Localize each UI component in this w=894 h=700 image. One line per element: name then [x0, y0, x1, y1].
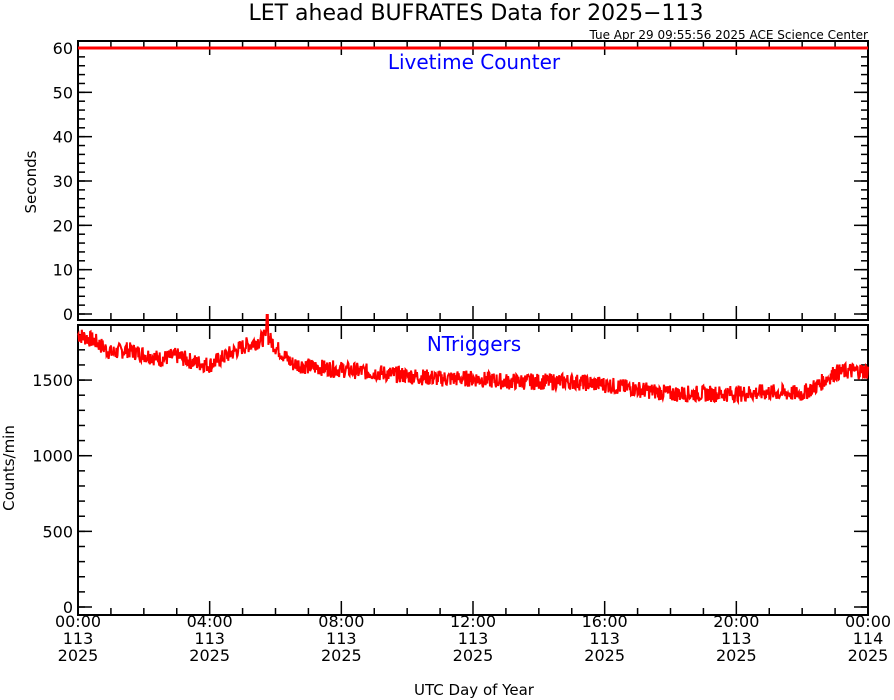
- x-tick-label-year: 2025: [453, 646, 494, 665]
- x-tick-label-time: 08:00: [318, 612, 364, 631]
- x-tick-label-time: 00:00: [55, 612, 101, 631]
- x-tick-label-doy: 113: [721, 629, 752, 648]
- x-tick-label-time: 00:00: [845, 612, 891, 631]
- timestamp-label: Tue Apr 29 09:55:56 2025 ACE Science Cen…: [588, 28, 868, 42]
- series-line: [77, 314, 869, 406]
- x-tick-label-time: 12:00: [450, 612, 496, 631]
- y-tick-label: 10: [53, 261, 73, 280]
- x-tick-label-time: 04:00: [187, 612, 233, 631]
- ntriggers-panel-title: NTriggers: [427, 332, 521, 356]
- x-tick-label-doy: 113: [326, 629, 357, 648]
- y-tick-label: 60: [53, 39, 73, 58]
- livetime-y-axis-label: Seconds: [22, 150, 40, 213]
- y-tick-label: 20: [53, 216, 73, 235]
- panel-frame: [77, 40, 869, 321]
- y-tick-label: 40: [53, 128, 73, 147]
- x-tick-label-year: 2025: [189, 646, 230, 665]
- y-tick-label: 1500: [32, 371, 73, 390]
- ntriggers-y-axis-label: Counts/min: [0, 425, 18, 511]
- x-axis-label: UTC Day of Year: [414, 681, 535, 699]
- y-tick-label: 1000: [32, 447, 73, 466]
- chart-title: LET ahead BUFRATES Data for 2025−113: [248, 1, 703, 26]
- x-axis-tick-labels: 00:00113202504:00113202508:00113202512:0…: [55, 612, 891, 665]
- x-tick-label-year: 2025: [848, 646, 889, 665]
- ntriggers-panel: Counts/min 0 500 1000 1500 NTriggers: [0, 314, 869, 617]
- x-tick-label-doy: 113: [589, 629, 620, 648]
- y-tick-label: 0: [63, 598, 73, 617]
- x-tick-label-doy: 114: [853, 629, 884, 648]
- livetime-panel-title: Livetime Counter: [388, 50, 561, 74]
- y-tick-label: 500: [42, 522, 73, 541]
- x-tick-label-year: 2025: [321, 646, 362, 665]
- y-tick-label: 0: [63, 305, 73, 324]
- x-tick-label-doy: 113: [63, 629, 94, 648]
- y-tick-label: 30: [53, 172, 73, 191]
- y-tick-label: 50: [53, 83, 73, 102]
- livetime-panel: Seconds 0 10 20 30 40 50 60 Livetime Counter: [22, 39, 869, 324]
- x-tick-label-year: 2025: [584, 646, 625, 665]
- panel-frame: [77, 324, 869, 616]
- x-tick-label-doy: 113: [458, 629, 489, 648]
- x-tick-label-year: 2025: [716, 646, 757, 665]
- x-tick-label-time: 16:00: [582, 612, 628, 631]
- x-tick-label-doy: 113: [194, 629, 225, 648]
- x-tick-label-time: 20:00: [713, 612, 759, 631]
- x-tick-label-year: 2025: [58, 646, 99, 665]
